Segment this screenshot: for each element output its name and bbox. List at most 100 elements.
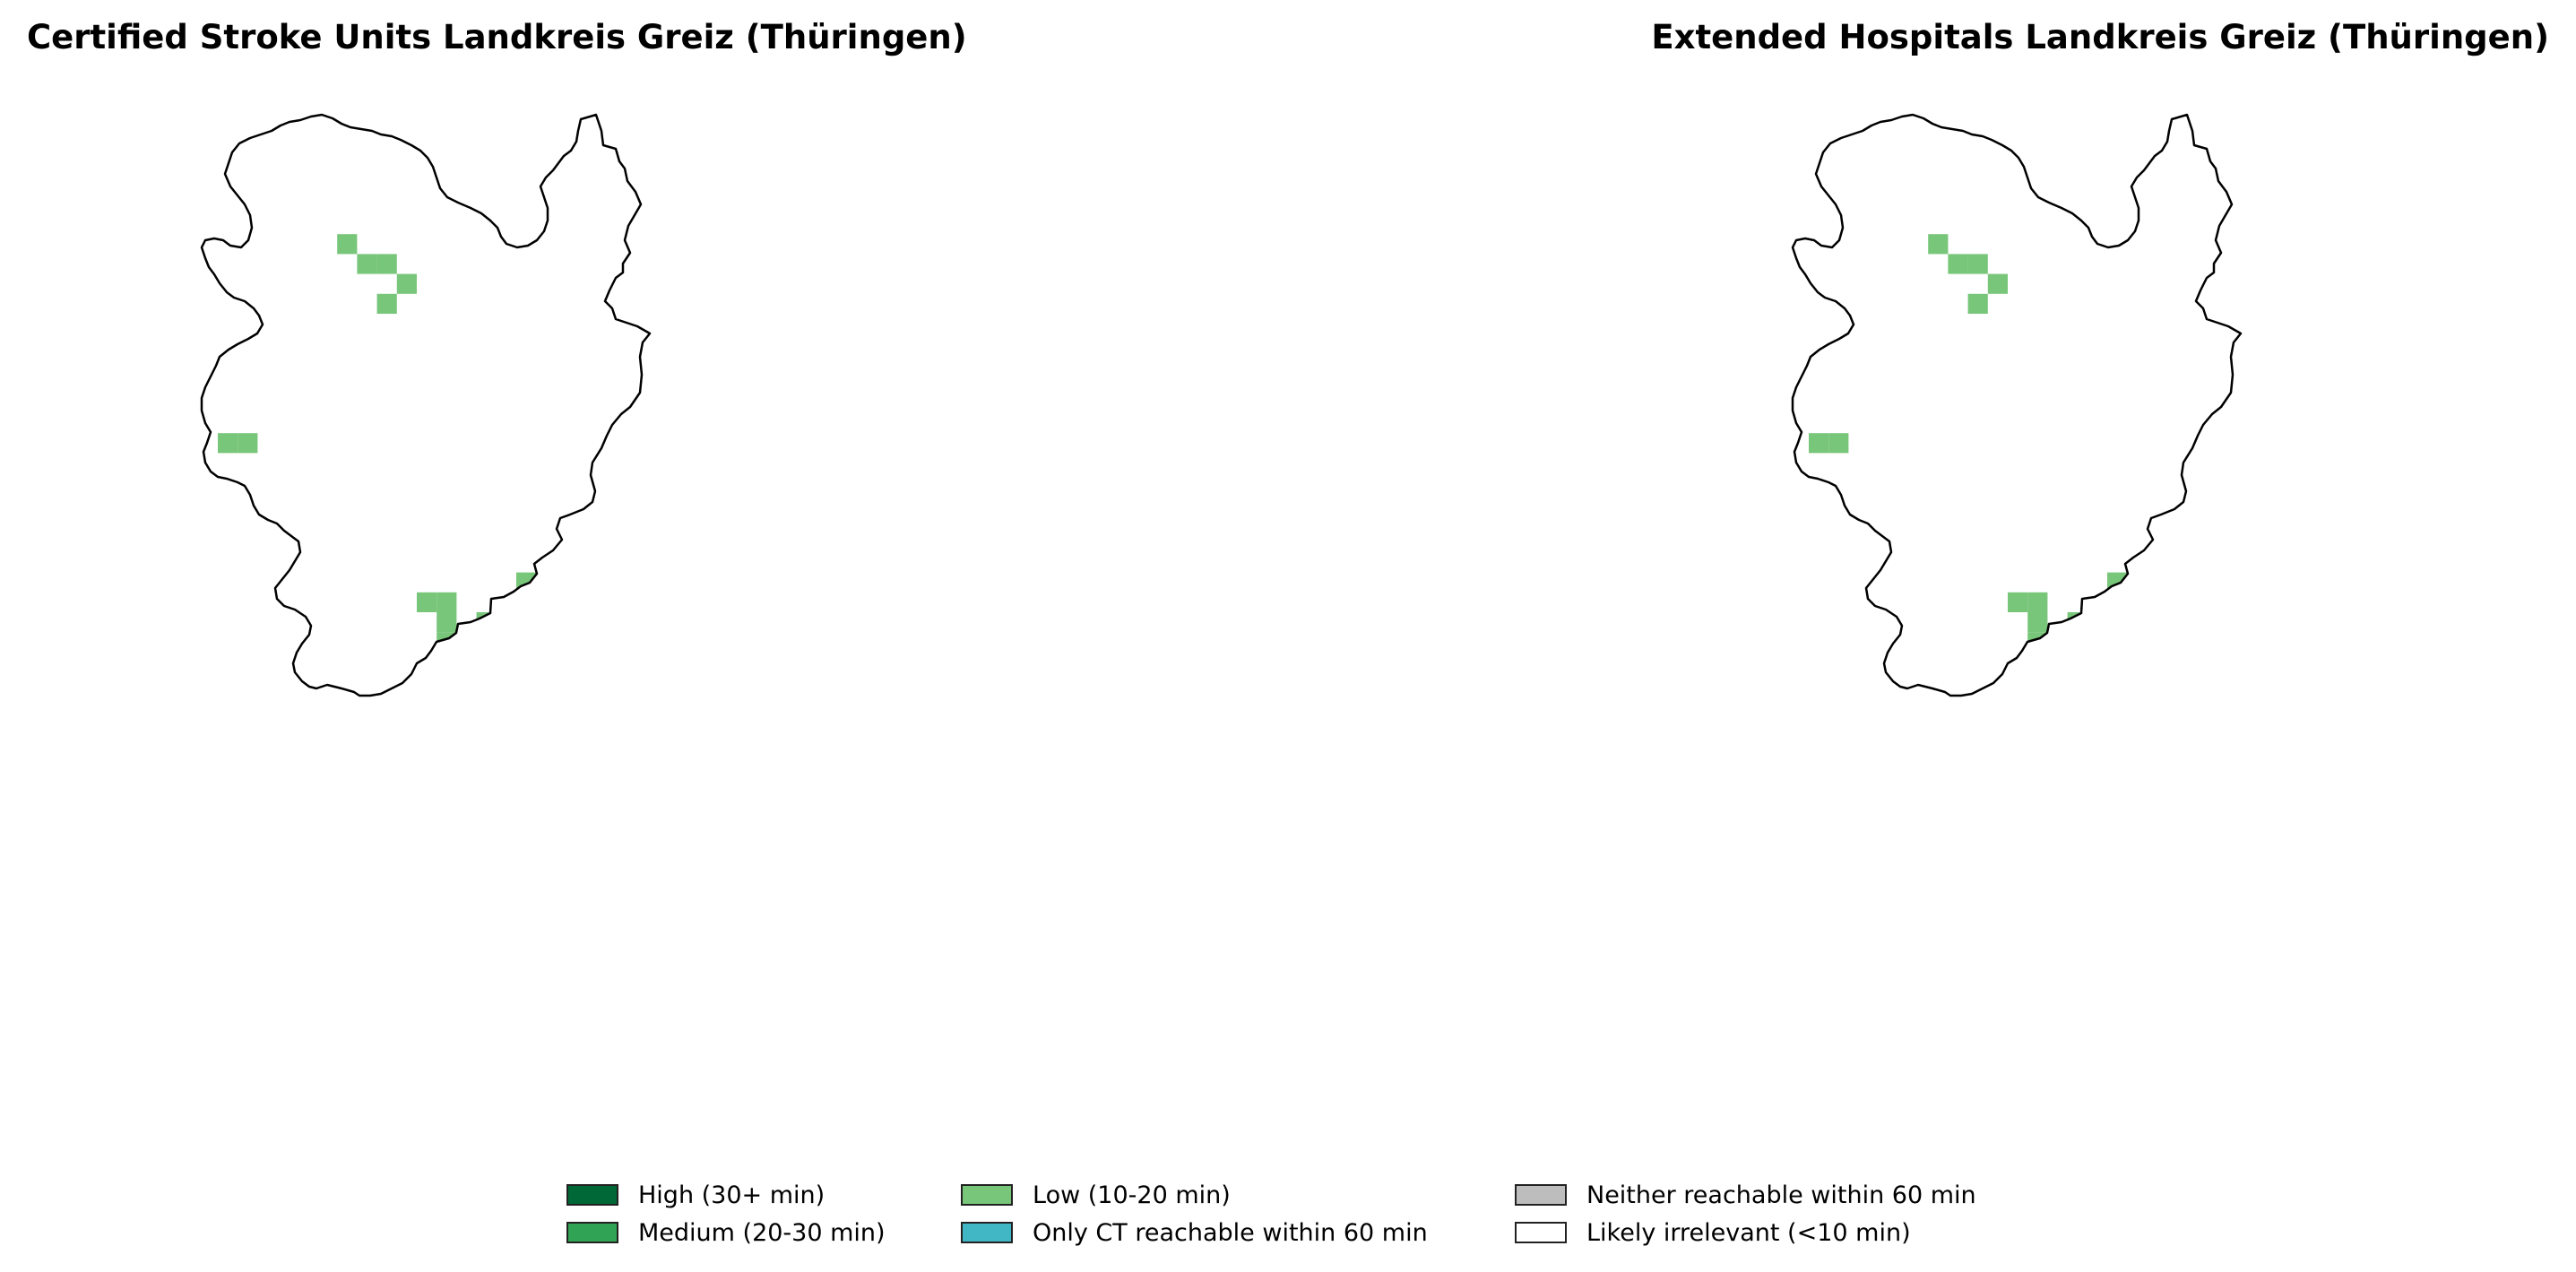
reach-cell-low [655, 593, 675, 612]
reach-cell-low [854, 353, 874, 373]
reach-cell-medium [2366, 593, 2386, 612]
reach-cell-low [2166, 632, 2187, 653]
reach-cell-low [2207, 632, 2227, 653]
reach-cell-high [2386, 612, 2406, 632]
reach-cell-low [2386, 154, 2406, 174]
reach-cell-low [496, 691, 516, 696]
reach-cell-low [2445, 333, 2465, 353]
reach-cell-low [635, 552, 650, 573]
reach-cell-low [218, 433, 238, 454]
reach-cell-low [2207, 592, 2227, 612]
reach-cell-low [595, 652, 616, 672]
reach-cell-medium [655, 612, 675, 632]
reach-cell-low [815, 552, 834, 572]
reach-cell-low [655, 652, 675, 671]
reach-cell-low [2425, 652, 2445, 671]
reach-cell-low [2207, 671, 2227, 692]
reach-cell-low [2267, 632, 2286, 652]
reach-cell-low [2445, 552, 2465, 572]
reach-cell-low [834, 394, 854, 413]
district-outline-right [1791, 113, 2243, 697]
reach-cell-low [2207, 712, 2226, 731]
reach-cell-high [795, 612, 815, 632]
reach-cell-low [775, 493, 795, 513]
reach-cell-low [2485, 552, 2505, 572]
reach-cell-low [2386, 612, 2406, 632]
reach-cell-low [2107, 612, 2128, 633]
reach-cell-low [2246, 612, 2266, 632]
reach-cell-low [2466, 593, 2485, 612]
reach-cell-low [2445, 513, 2465, 532]
reach-cell-low [2366, 154, 2386, 174]
reach-cell-medium [2346, 532, 2365, 552]
reach-cell-low [815, 374, 834, 394]
reach-cell-low [854, 433, 874, 453]
reach-cell-low [735, 433, 755, 453]
reach-cell-low [575, 652, 596, 672]
reach-cell-low [536, 612, 557, 633]
reach-cell-medium [2286, 672, 2306, 692]
reach-cell-medium [715, 672, 735, 692]
reach-cell-medium [2386, 552, 2406, 572]
reach-cell-low [655, 632, 675, 652]
reach-cell-low [536, 691, 557, 696]
reach-cell-medium [735, 552, 755, 572]
reach-cell-low [496, 671, 516, 692]
reach-cell-low [834, 632, 854, 652]
reach-cell-low [2167, 731, 2187, 751]
reach-cell-low [575, 632, 596, 653]
reach-cell-low [775, 532, 795, 552]
map-title-certified-stroke-units: Certified Stroke Units Landkreis Greiz (… [27, 18, 967, 56]
reach-cell-low [755, 612, 774, 632]
reach-cell-low [2226, 652, 2241, 672]
reach-cell-medium [795, 652, 815, 671]
reach-cell-medium [715, 632, 735, 652]
reach-cell-low [635, 513, 650, 533]
reach-cell-medium [635, 612, 650, 633]
reach-cell-low [875, 573, 895, 593]
reach-cell-low [2187, 712, 2207, 731]
reach-cell-low [735, 573, 755, 593]
reach-cell-medium [2346, 593, 2365, 612]
reach-cell-low [735, 593, 755, 612]
reach-cell-high [2366, 593, 2386, 612]
reach-cell-low [815, 353, 834, 373]
reach-cell-low [834, 552, 854, 572]
reach-cell-medium [2386, 593, 2406, 612]
reach-cell-low [2147, 671, 2167, 692]
reach-cell-medium [2406, 612, 2425, 632]
reach-cell-low [2466, 632, 2485, 652]
reach-cell-low [2186, 492, 2207, 513]
reach-cell-low [795, 175, 815, 195]
reach-cell-low [635, 712, 655, 731]
reach-cell-medium [735, 513, 755, 532]
reach-cell-low [2386, 593, 2406, 612]
reach-cell-medium [2326, 672, 2346, 692]
reach-cell-low [2485, 573, 2505, 593]
reach-cell-low [696, 453, 715, 472]
reach-cell-low [775, 115, 795, 134]
reach-cell-low [815, 175, 834, 195]
reach-cell-low [795, 374, 815, 394]
reach-cell-low [2306, 473, 2326, 493]
reach-cell-low [2346, 552, 2365, 572]
reach-cell-low [2406, 593, 2425, 612]
reach-cell-medium [2286, 593, 2306, 612]
legend-swatch-ct-only [961, 1222, 1013, 1243]
reach-cell-low [795, 632, 815, 652]
reach-cell-low [2346, 433, 2365, 453]
reach-cell-low [875, 433, 895, 453]
reach-cell-medium [735, 632, 755, 652]
legend-swatch-medium [566, 1222, 618, 1243]
reach-cell-low [2326, 632, 2346, 652]
reach-cell-low [2366, 195, 2386, 214]
reach-cell-low [2087, 671, 2107, 692]
reach-cell-low [696, 612, 715, 632]
reach-cell-low [2445, 532, 2465, 552]
reach-cell-low [2286, 652, 2306, 671]
reach-cell-low [2386, 374, 2406, 394]
reach-cell-low [2425, 433, 2445, 453]
reach-cell-low [2425, 513, 2445, 532]
reach-cell-medium [676, 552, 696, 572]
reach-cell-medium [2386, 612, 2406, 632]
